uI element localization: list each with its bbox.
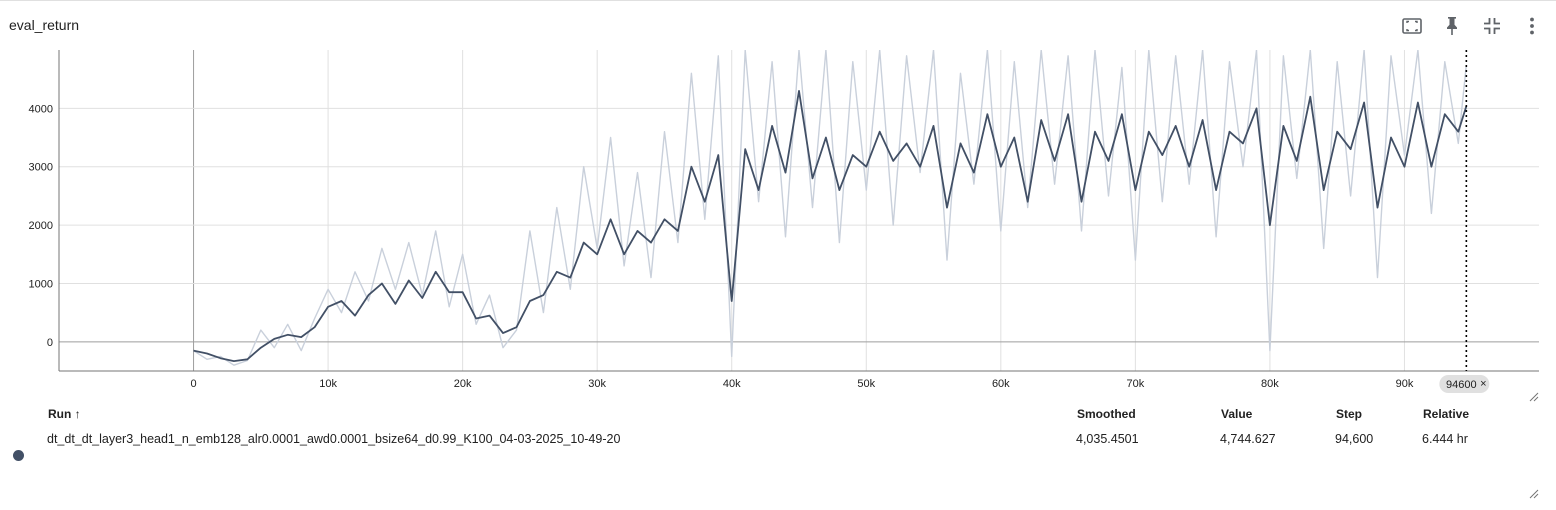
hover-step-badge xyxy=(1439,375,1490,393)
x-tick-label: 10k xyxy=(319,378,337,390)
relative-column-header: Relative xyxy=(1423,407,1470,421)
y-tick-label: 1000 xyxy=(29,278,53,290)
y-tick-label: 3000 xyxy=(29,162,53,174)
chart-grid xyxy=(59,50,1539,371)
x-tick-label: 70k xyxy=(1126,378,1144,390)
y-tick-label: 2000 xyxy=(29,220,53,232)
raw-value: 4,744.627 xyxy=(1220,432,1276,446)
smoothed-value: 4,035.4501 xyxy=(1076,432,1139,446)
x-tick-label: 90k xyxy=(1396,378,1414,390)
more-vert-icon xyxy=(1530,17,1534,35)
x-tick-label: 40k xyxy=(723,378,741,390)
x-tick-label: 60k xyxy=(992,378,1010,390)
smoothed-series-line xyxy=(193,90,1468,363)
chart-resize-handle[interactable] xyxy=(1527,390,1539,402)
run-color-dot xyxy=(13,450,24,461)
chart-series xyxy=(193,50,1468,366)
step-value: 94,600 xyxy=(1335,432,1374,446)
y-tick-label: 0 xyxy=(47,337,53,349)
chart-axes xyxy=(58,50,1539,372)
fit-to-data-button[interactable] xyxy=(1398,12,1426,40)
card-resize-handle[interactable] xyxy=(1527,487,1539,499)
x-tick-label: 30k xyxy=(588,378,606,390)
chart-tick-labels: 0 10k 20k 30k 40k 50k 60k 70k 80k 90k 0 1000 2000 300… xyxy=(29,103,1414,390)
pin-icon xyxy=(1447,17,1457,35)
close-icon: × xyxy=(1480,378,1486,390)
x-tick-label: 20k xyxy=(454,378,472,390)
collapse-button[interactable] xyxy=(1478,12,1506,40)
hover-indicator: 94600 × xyxy=(1439,50,1490,393)
card-top-border xyxy=(0,0,1556,1)
smoothed-column-header: Smoothed xyxy=(1077,407,1136,421)
pin-button[interactable] xyxy=(1438,12,1466,40)
line-chart[interactable]: 0 10k 20k 30k 40k 50k 60k 70k 80k 90k 0 1000 2000 300… xyxy=(0,0,1556,400)
more-options-button[interactable] xyxy=(1518,12,1546,40)
step-column-header: Step xyxy=(1336,407,1363,421)
hover-step-label: 94600 xyxy=(1446,379,1477,391)
x-tick-label: 80k xyxy=(1261,378,1279,390)
card-title: eval_return xyxy=(9,17,80,33)
run-name: dt_dt_dt_layer3_head1_n_emb128_alr0.0001… xyxy=(47,432,621,446)
value-column-header: Value xyxy=(1221,407,1253,421)
relative-time: 6.444 hr xyxy=(1422,432,1468,446)
raw-series-line xyxy=(193,50,1467,366)
run-column-header[interactable]: Run ↑ xyxy=(48,407,81,421)
collapse-icon xyxy=(1484,18,1500,34)
x-tick-label: 50k xyxy=(857,378,875,390)
y-tick-label: 4000 xyxy=(29,103,53,115)
x-tick-label: 0 xyxy=(190,378,196,390)
fit-to-data-icon xyxy=(1402,18,1422,34)
